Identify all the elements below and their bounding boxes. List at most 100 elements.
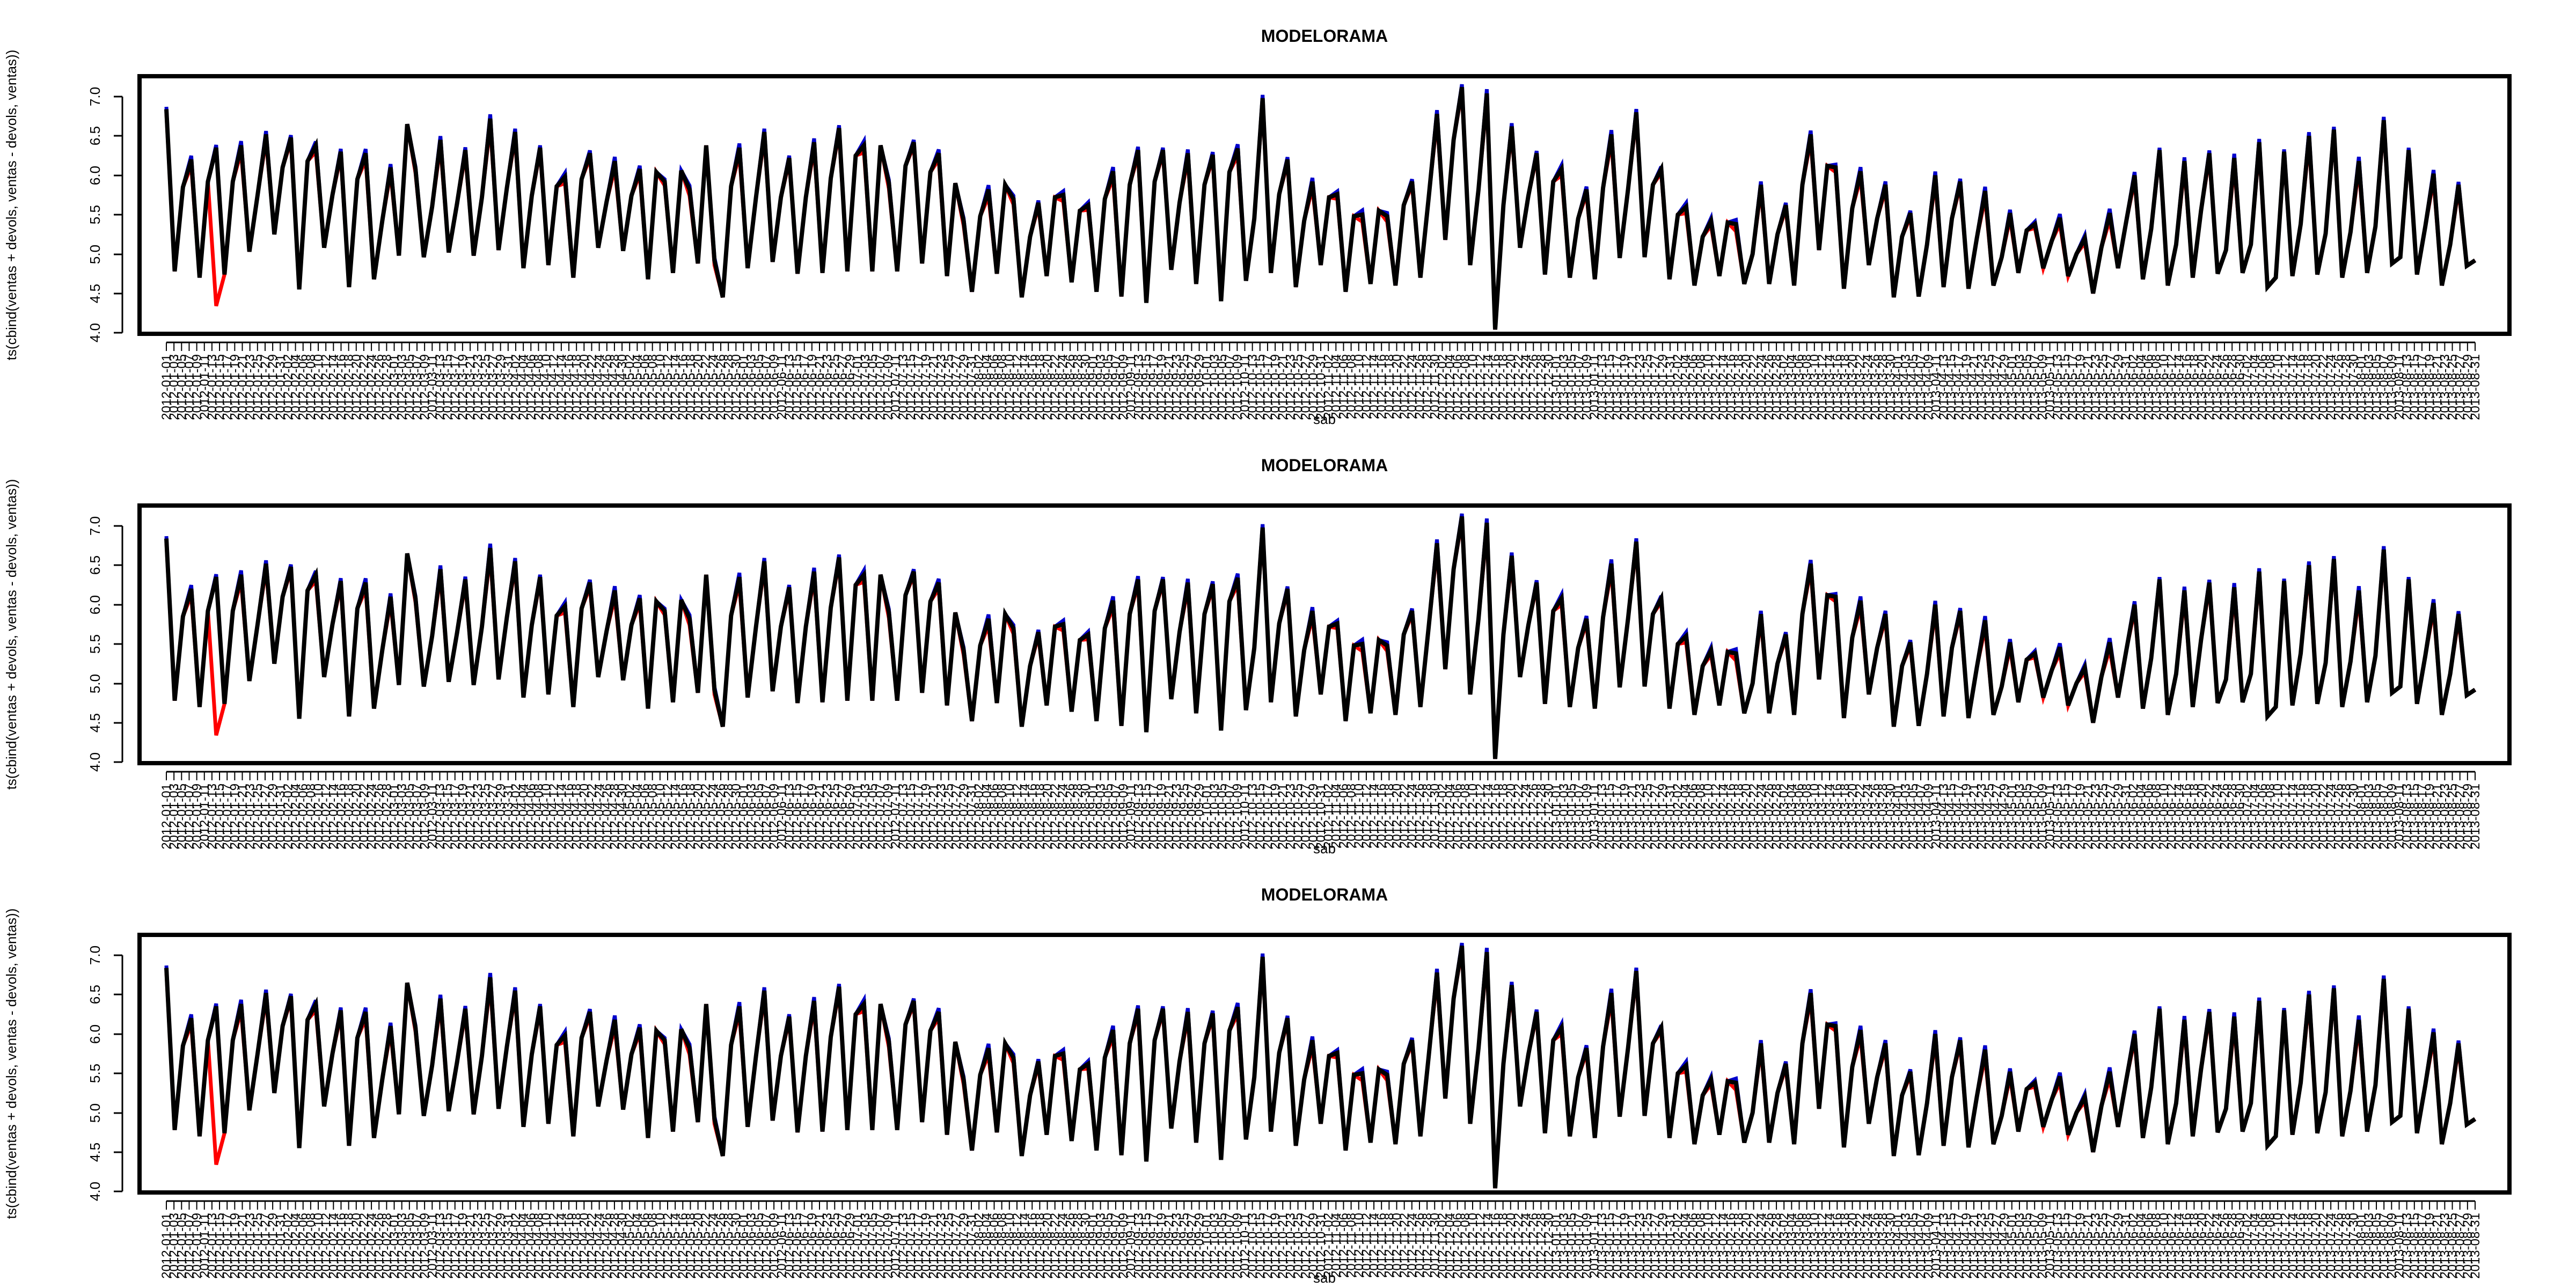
x-tick-label: 2013-03-24 xyxy=(1861,354,1875,420)
chart-2-ytick-7.0: 7.0 xyxy=(87,516,122,536)
x-tick-label: 2013-02-10 xyxy=(1701,354,1716,420)
x-tick-label: 2013-03-06 xyxy=(1792,354,1807,420)
x-tick-label: 2012-08-30 xyxy=(1078,784,1093,850)
x-tick-label: 2012-05-08 xyxy=(646,784,660,850)
chart-3-title: MODELORAMA xyxy=(1261,885,1388,904)
x-tick-label: 2012-12-06 xyxy=(1451,354,1465,420)
x-tick-label: 2012-12-04 xyxy=(1443,354,1458,420)
x-tick-label: 2012-01-25 xyxy=(251,784,265,850)
x-tick-label: 2012-03-23 xyxy=(471,784,485,850)
x-tick-label: 2012-11-20 xyxy=(1390,354,1404,419)
x-tick-label: 2012-03-29 xyxy=(494,354,508,420)
x-tick-label: 2012-10-23 xyxy=(1283,354,1298,420)
x-tick-label: 2012-03-29 xyxy=(494,784,508,850)
x-tick-label: 2012-08-04 xyxy=(979,354,994,420)
x-tick-label: 2012-07-25 xyxy=(942,784,956,850)
x-tick-label: 2012-04-12 xyxy=(547,784,561,850)
x-tick-label: 2012-04-16 xyxy=(562,354,576,420)
x-tick-label: 2012-11-22 xyxy=(1397,354,1412,419)
x-tick-label: 2012-08-14 xyxy=(1018,354,1032,420)
x-tick-label: 2012-11-28 xyxy=(1420,354,1435,419)
x-tick-label: 2012-09-23 xyxy=(1169,354,1184,420)
x-tick-label: 2012-06-07 xyxy=(759,354,774,420)
x-tick-label: 2012-04-10 xyxy=(539,784,554,850)
x-tick-label: 2013-04-13 xyxy=(1936,354,1951,420)
x-tick-label: 2012-02-20 xyxy=(349,354,364,420)
x-tick-label: 2013-05-07 xyxy=(2028,354,2042,420)
chart-1-ytick-6.5: 6.5 xyxy=(87,126,122,145)
x-tick-label: 2012-07-17 xyxy=(911,784,926,850)
x-tick-label: 2012-07-11 xyxy=(889,784,903,848)
x-tick-label: 2012-08-24 xyxy=(1056,354,1070,420)
x-tick-label: 2012-02-12 xyxy=(319,784,333,850)
x-tick-label: 2012-06-05 xyxy=(752,354,766,420)
x-tick-label: 2013-03-08 xyxy=(1800,354,1814,420)
x-tick-label: 2013-07-04 xyxy=(2248,354,2263,420)
x-tick-label: 2012-12-12 xyxy=(1473,354,1488,420)
x-tick-label: 2012-06-27 xyxy=(835,354,850,420)
chart-2-ytick-label-4.5: 4.5 xyxy=(87,713,103,733)
x-tick-label: 2012-04-06 xyxy=(524,354,538,420)
x-tick-label: 2012-09-13 xyxy=(1131,784,1146,850)
x-tick-label: 2013-02-24 xyxy=(1754,354,1769,420)
x-tick-label: 2012-02-24 xyxy=(364,354,379,420)
x-tick-label: 2012-04-28 xyxy=(608,784,622,850)
x-tick-label: 2012-03-07 xyxy=(410,784,425,850)
x-tick-label: 2012-01-09 xyxy=(190,784,204,850)
x-tick-label: 2012-09-15 xyxy=(1139,354,1154,420)
chart-1-x-axis: 2012-01-012012-01-032012-01-052012-01-07… xyxy=(159,341,2483,420)
x-tick-label: 2012-05-12 xyxy=(661,784,675,850)
chart-1-ytick-label-4.0: 4.0 xyxy=(87,323,103,342)
x-tick-label: 2012-02-12 xyxy=(319,354,333,420)
x-tick-label: 2013-07-06 xyxy=(2256,354,2270,420)
x-tick-label: 2012-09-01 xyxy=(1086,784,1100,850)
x-tick-label: 2013-05-05 xyxy=(2020,354,2035,420)
x-tick-label: 2013-04-03 xyxy=(1899,354,1913,420)
x-tick-label: 2012-08-02 xyxy=(972,354,986,420)
chart-2-title: MODELORAMA xyxy=(1261,456,1388,475)
x-tick-label: 2012-04-06 xyxy=(524,784,538,850)
x-tick-label: 2012-08-06 xyxy=(987,784,1001,850)
x-tick-label: 2012-05-22 xyxy=(699,784,713,850)
x-tick-label: 2012-05-08 xyxy=(646,354,660,420)
x-tick-label: 2012-12-18 xyxy=(1496,354,1511,420)
x-tick-label: 2013-07-24 xyxy=(2324,354,2338,420)
x-tick-label: 2012-11-10 xyxy=(1352,354,1366,419)
x-tick-label: 2012-07-13 xyxy=(896,784,911,850)
x-tick-label: 2013-03-02 xyxy=(1777,354,1791,420)
x-tick-label: 2012-01-29 xyxy=(266,784,280,850)
x-tick-label: 2013-01-19 xyxy=(1618,354,1632,420)
x-tick-label: 2012-04-22 xyxy=(584,354,599,420)
x-tick-label: 2012-07-25 xyxy=(942,354,956,420)
x-tick-label: 2013-07-26 xyxy=(2331,354,2346,420)
x-tick-label: 2012-02-04 xyxy=(289,354,303,420)
x-tick-label: 2012-05-06 xyxy=(638,784,653,850)
chart-1-ytick-label-6.5: 6.5 xyxy=(87,126,103,145)
x-tick-label: 2012-03-25 xyxy=(478,354,493,420)
x-tick-label: 2013-08-03 xyxy=(2362,354,2376,420)
x-tick-label: 2012-09-13 xyxy=(1131,354,1146,420)
x-tick-label: 2012-01-07 xyxy=(182,784,196,850)
x-tick-label: 2012-11-30 xyxy=(1428,354,1442,419)
x-tick-label: 2013-06-08 xyxy=(2149,354,2164,420)
x-tick-label: 2012-07-21 xyxy=(926,784,941,850)
x-tick-label: 2012-03-31 xyxy=(501,354,516,420)
x-tick-label: 2012-11-24 xyxy=(1405,354,1419,419)
x-tick-label: 2012-06-21 xyxy=(813,784,827,850)
chart-2-ytick-5.0: 5.0 xyxy=(87,674,122,693)
x-tick-label: 2012-05-22 xyxy=(699,354,713,420)
x-tick-label: 2013-08-27 xyxy=(2453,354,2468,420)
x-tick-label: 2012-10-13 xyxy=(1246,784,1260,850)
x-tick-label: 2013-08-31 xyxy=(2468,784,2483,850)
x-tick-label: 2012-08-08 xyxy=(995,784,1009,850)
x-tick-label: 2013-02-14 xyxy=(1716,354,1731,420)
x-tick-label: 2013-07-14 xyxy=(2286,354,2300,420)
x-tick-label: 2012-09-29 xyxy=(1192,784,1207,850)
x-tick-label: 2012-08-14 xyxy=(1018,784,1032,850)
x-tick-label: 2012-02-02 xyxy=(281,354,295,420)
x-tick-label: 2012-06-11 xyxy=(774,784,789,848)
x-tick-label: 2012-06-05 xyxy=(752,784,766,850)
chart-3-ytick-label-7.0: 7.0 xyxy=(87,946,103,965)
x-tick-label: 2012-11-06 xyxy=(1336,354,1351,419)
chart-1-ytick-4.5: 4.5 xyxy=(87,284,122,303)
